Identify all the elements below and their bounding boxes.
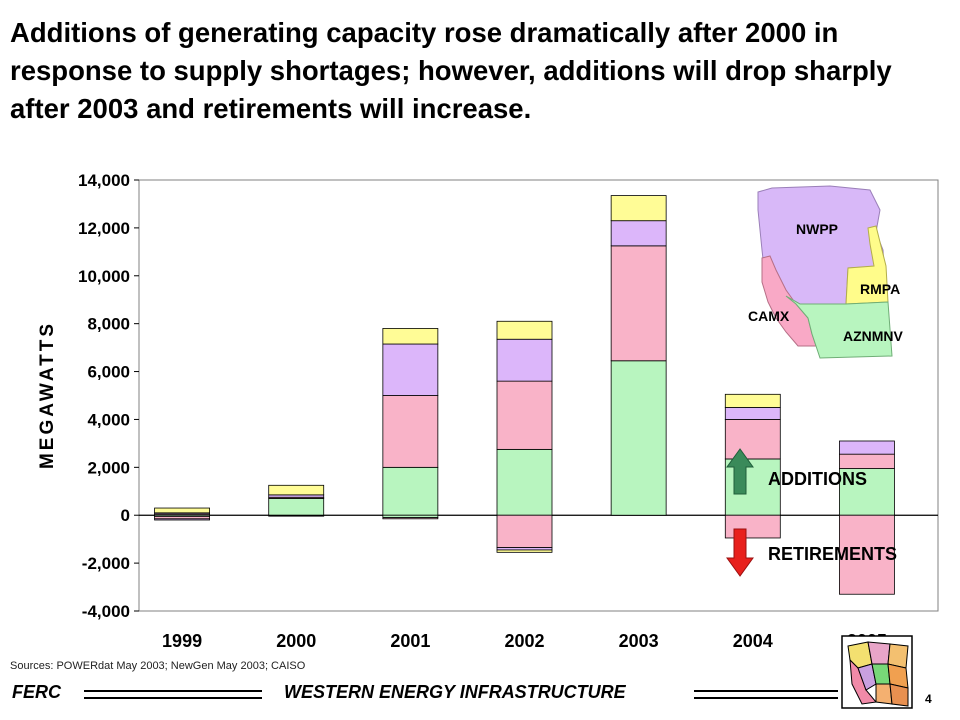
sources-note: Sources: POWERdat May 2003; NewGen May 2… xyxy=(10,660,306,672)
footer-org: FERC xyxy=(12,682,61,702)
bar-segment-camx-2001 xyxy=(382,395,439,468)
retirement-segment-rmpa-2002 xyxy=(496,549,553,553)
y-tick-label: 6,000 xyxy=(87,363,130,382)
bar-segment-nwpp-2001 xyxy=(382,343,439,396)
bar-segment-camx-2002 xyxy=(496,380,553,450)
y-tick-label: 4,000 xyxy=(87,410,130,429)
retirement-segment-nwpp-1999 xyxy=(154,518,210,521)
footer-title: WESTERN ENERGY INFRASTRUCTURE xyxy=(284,682,626,702)
map-label-nwpp: NWPP xyxy=(796,221,838,237)
y-tick-label: -4,000 xyxy=(82,602,130,621)
bar-segment-rmpa-2004 xyxy=(724,393,781,408)
bar-segment-nwpp-2003 xyxy=(610,220,667,247)
x-axis: 1999200020012002200320042005 xyxy=(162,631,887,651)
retirement-segment-camx-2002 xyxy=(496,514,553,548)
y-tick-label: 10,000 xyxy=(78,267,130,286)
region-map xyxy=(757,185,893,359)
bar-segment-aznmnv-2001 xyxy=(382,466,439,516)
x-tick-label: 2000 xyxy=(276,631,316,651)
bar-segment-aznmnv-2003 xyxy=(610,360,667,516)
bar-segment-camx-2004 xyxy=(724,419,781,460)
footer-rule-left xyxy=(84,690,262,699)
bar-segment-nwpp-2002 xyxy=(496,338,553,382)
retirement-segment-camx-2005 xyxy=(839,514,895,595)
x-tick-label: 2004 xyxy=(733,631,773,651)
bar-segment-rmpa-1999 xyxy=(154,507,210,514)
bar-segment-camx-2003 xyxy=(610,245,667,362)
y-tick-label: 0 xyxy=(121,506,130,525)
footer-rule-right xyxy=(694,690,838,699)
map-label-camx: CAMX xyxy=(748,308,790,324)
map-label-rmpa: RMPA xyxy=(860,281,901,297)
bar-segment-nwpp-2005 xyxy=(839,440,895,455)
y-tick-label: 2,000 xyxy=(87,458,130,477)
y-tick-label: 8,000 xyxy=(87,315,130,334)
bar-segment-rmpa-2000 xyxy=(268,484,325,496)
x-tick-label: 2003 xyxy=(619,631,659,651)
bar-segment-camx-2005 xyxy=(839,453,895,469)
x-tick-label: 2001 xyxy=(390,631,430,651)
retirements-label: RETIREMENTS xyxy=(768,544,898,564)
bar-segment-nwpp-2004 xyxy=(724,407,781,420)
retirement-segment-camx-2001 xyxy=(382,517,439,520)
bar-segment-rmpa-2001 xyxy=(382,328,439,345)
x-tick-label: 2002 xyxy=(504,631,544,651)
page-number: 4 xyxy=(925,692,932,706)
bar-segment-rmpa-2003 xyxy=(610,195,667,222)
map-label-aznmnv: AZNMNV xyxy=(843,328,903,344)
y-tick-label: 14,000 xyxy=(78,171,130,190)
y-tick-label: 12,000 xyxy=(78,219,130,238)
additions-label: ADDITIONS xyxy=(768,469,867,489)
retirements-arrow-icon xyxy=(726,528,754,577)
bar-segment-aznmnv-2000 xyxy=(268,498,325,516)
western-states-emblem-icon xyxy=(841,635,913,709)
additions-arrow-icon xyxy=(726,448,754,495)
bar-segment-rmpa-2002 xyxy=(496,320,553,340)
map-region-aznmnv xyxy=(785,295,893,359)
bar-segment-aznmnv-2002 xyxy=(496,448,553,516)
x-tick-label: 1999 xyxy=(162,631,202,651)
page-title: Additions of generating capacity rose dr… xyxy=(10,17,892,124)
y-tick-label: -2,000 xyxy=(82,554,130,573)
bars xyxy=(154,195,895,595)
y-axis-label: MEGAWATTS xyxy=(37,320,58,470)
